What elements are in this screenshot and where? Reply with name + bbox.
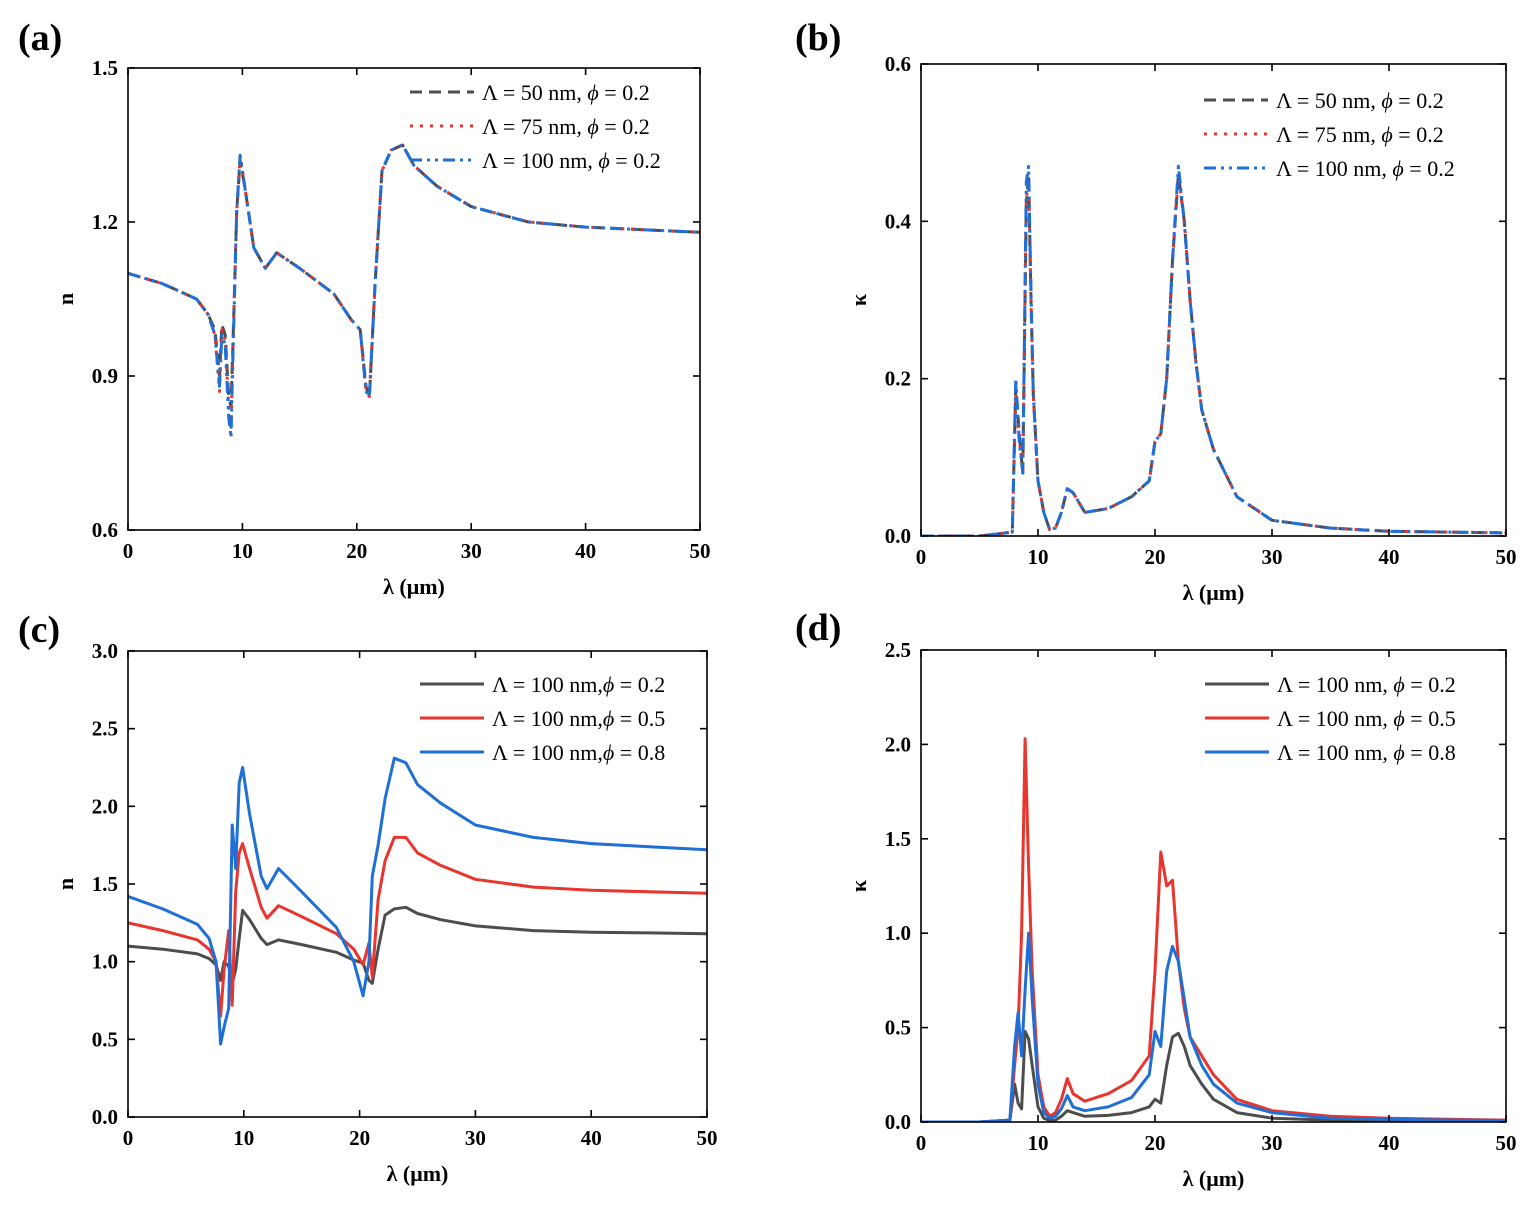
plot-area [921, 737, 1506, 1122]
chart-panel-c: (c) 0 10 20 30 40 50 0.0 0.5 1.0 1.5 2.0 2.5 3.0 λ (μm… [18, 609, 718, 1186]
x-tick-label: 10 [232, 539, 253, 563]
y-tick-label: 0.0 [885, 524, 911, 548]
panel-label: (b) [795, 17, 841, 59]
plot-area [128, 143, 700, 440]
y-tick-label: 1.0 [92, 950, 118, 974]
legend: Λ = 50 nm, ϕ = 0.2 Λ = 75 nm, ϕ = 0.2 Λ = … [1204, 88, 1455, 181]
x-tick-label: 30 [1262, 545, 1283, 569]
legend: Λ = 50 nm, ϕ = 0.2 Λ = 75 nm, ϕ = 0.2 Λ = … [410, 80, 661, 173]
x-tick-label: 40 [575, 539, 596, 563]
y-axis-label: n [53, 293, 78, 305]
y-tick-label: 1.5 [885, 827, 911, 851]
y-tick-label: 2.0 [92, 794, 118, 818]
legend-label-3: Λ = 100 nm, ϕ = 0.2 [1276, 156, 1455, 181]
x-tick-label: 40 [1379, 545, 1400, 569]
y-tick-label: 0.0 [885, 1110, 911, 1134]
series-line-2 [921, 737, 1506, 1122]
x-axis-label: λ (μm) [387, 1161, 449, 1186]
x-tick-label: 30 [1262, 1131, 1283, 1155]
x-tick-label: 40 [581, 1126, 602, 1150]
y-axis-label: κ [846, 879, 871, 892]
panel-label: (a) [18, 17, 62, 59]
y-tick-label: 2.0 [885, 732, 911, 756]
y-tick-label: 0.0 [92, 1105, 118, 1129]
legend-label-2: Λ = 75 nm, ϕ = 0.2 [482, 114, 650, 139]
y-axis-label: n [53, 878, 78, 890]
y-axis-label: κ [846, 293, 871, 306]
y-tick-label: 0.5 [885, 1016, 911, 1040]
series-line-2 [128, 143, 700, 429]
y-tick-label: 1.0 [885, 921, 911, 945]
x-tick-label: 40 [1379, 1131, 1400, 1155]
x-tick-label: 10 [233, 1126, 254, 1150]
y-tick-label: 1.2 [92, 210, 118, 234]
plot-area [921, 164, 1506, 536]
legend-label-2: Λ = 75 nm, ϕ = 0.2 [1276, 122, 1444, 147]
plot-area [128, 756, 707, 1046]
x-tick-label: 10 [1028, 1131, 1049, 1155]
plot-frame [127, 67, 701, 531]
y-tick-label: 1.5 [92, 872, 118, 896]
y-tick-label: 0.5 [92, 1027, 118, 1051]
y-tick-label: 0.9 [92, 364, 118, 388]
legend: Λ = 100 nm,ϕ = 0.2 Λ = 100 nm,ϕ = 0.5 Λ = … [420, 672, 665, 765]
x-axis-label: λ (μm) [383, 574, 445, 599]
series-line-3 [921, 164, 1506, 536]
x-tick-label: 50 [1496, 545, 1517, 569]
legend-label-2: Λ = 100 nm, ϕ = 0.5 [1277, 706, 1456, 731]
x-tick-label: 50 [690, 539, 711, 563]
x-tick-label: 50 [697, 1126, 718, 1150]
x-tick-label: 10 [1028, 545, 1049, 569]
plot-frame [920, 649, 1507, 1123]
x-tick-label: 0 [916, 545, 927, 569]
x-tick-label: 30 [465, 1126, 486, 1150]
series-line-3 [921, 931, 1506, 1122]
y-tick-label: 1.5 [92, 56, 118, 80]
legend-label-1: Λ = 50 nm, ϕ = 0.2 [482, 80, 650, 105]
x-tick-label: 50 [1496, 1131, 1517, 1155]
y-tick-label: 2.5 [92, 717, 118, 741]
x-axis-label: λ (μm) [1183, 580, 1245, 605]
chart-panel-b: (b) 0 10 20 30 40 50 0.0 0.2 0.4 0.6 λ (μm) κ Λ = 50 … [795, 17, 1517, 605]
legend-label-1: Λ = 100 nm, ϕ = 0.2 [1277, 672, 1456, 697]
x-axis-label: λ (μm) [1183, 1166, 1245, 1191]
chart-panel-a: (a) 0 10 20 30 40 50 0.6 0.9 1.2 1.5 λ (μm) n Λ = 50 … [18, 17, 711, 599]
chart-panel-d: (d) 0 10 20 30 40 50 0.0 0.5 1.0 1.5 2.0 2.5 λ (μm) κ Λ… [795, 607, 1517, 1191]
y-tick-label: 0.4 [885, 209, 912, 233]
panel-label: (d) [795, 607, 841, 649]
plot-frame [920, 63, 1507, 537]
x-tick-label: 20 [346, 539, 367, 563]
legend-label-1: Λ = 50 nm, ϕ = 0.2 [1276, 88, 1444, 113]
y-tick-label: 0.2 [885, 367, 911, 391]
series-line-3 [128, 756, 707, 1046]
x-tick-label: 0 [123, 539, 134, 563]
series-line-2 [128, 835, 707, 1018]
legend-label-2: Λ = 100 nm,ϕ = 0.5 [492, 706, 665, 731]
series-line-2 [921, 172, 1506, 536]
legend-label-1: Λ = 100 nm,ϕ = 0.2 [492, 672, 665, 697]
x-tick-label: 0 [123, 1126, 134, 1150]
series-line-1 [128, 143, 700, 409]
legend-label-3: Λ = 100 nm, ϕ = 0.2 [482, 148, 661, 173]
legend-label-3: Λ = 100 nm, ϕ = 0.8 [1277, 740, 1456, 765]
y-tick-label: 0.6 [92, 518, 118, 542]
series-line-1 [921, 172, 1506, 536]
x-tick-label: 30 [461, 539, 482, 563]
series-line-3 [128, 143, 700, 440]
series-line-1 [921, 1029, 1506, 1122]
x-tick-label: 20 [349, 1126, 370, 1150]
y-tick-label: 2.5 [885, 638, 911, 662]
x-tick-label: 0 [916, 1131, 927, 1155]
panel-label: (c) [18, 609, 60, 651]
legend-label-3: Λ = 100 nm,ϕ = 0.8 [492, 740, 665, 765]
legend: Λ = 100 nm, ϕ = 0.2 Λ = 100 nm, ϕ = 0.5 Λ … [1205, 672, 1456, 765]
series-line-1 [128, 905, 707, 985]
x-tick-label: 20 [1145, 1131, 1166, 1155]
y-tick-label: 3.0 [92, 639, 118, 663]
y-tick-label: 0.6 [885, 52, 911, 76]
x-tick-label: 20 [1145, 545, 1166, 569]
